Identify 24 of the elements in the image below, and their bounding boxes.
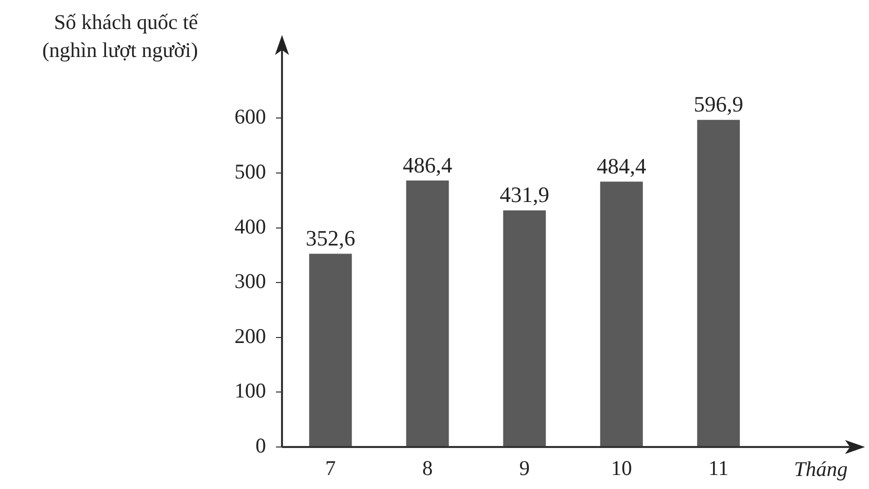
x-tick-label: 11 — [708, 456, 729, 480]
bar — [503, 210, 546, 446]
y-tick-label: 600 — [234, 104, 266, 129]
x-tick-label: 9 — [519, 456, 530, 480]
x-axis-title: Tháng — [794, 457, 848, 482]
data-label: 486,4 — [402, 152, 452, 178]
data-label: 596,9 — [694, 92, 744, 117]
data-label: 431,9 — [500, 182, 550, 208]
data-label: 352,6 — [306, 226, 356, 251]
y-tick-label: 400 — [234, 214, 266, 238]
y-tick-label: 300 — [234, 269, 266, 294]
y-tick-label: 100 — [234, 378, 266, 403]
y-tick-label: 0 — [256, 434, 266, 458]
y-axis-title: Số khách quốc tế (nghìn lượt người) — [41, 9, 198, 64]
y-tick-label: 200 — [234, 324, 266, 348]
bar — [406, 180, 449, 446]
x-tick-label: 10 — [611, 456, 632, 480]
bar — [600, 182, 643, 446]
x-tick-label: 7 — [325, 456, 336, 480]
y-tick-label: 500 — [234, 160, 266, 184]
bar — [697, 120, 740, 446]
data-label: 484,4 — [596, 153, 646, 178]
x-tick-label: 8 — [422, 456, 433, 480]
bar — [309, 254, 352, 446]
